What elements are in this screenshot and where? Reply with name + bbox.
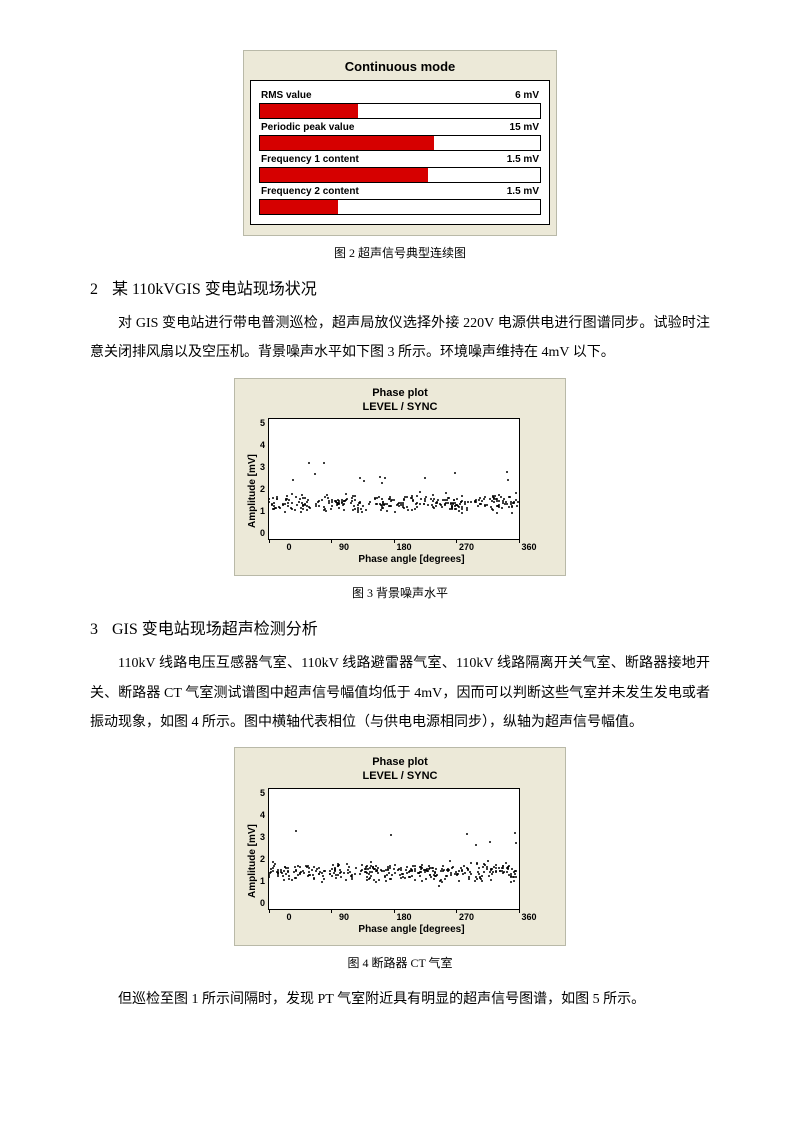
- bar-label: RMS value: [261, 90, 312, 101]
- bar-fill: [260, 136, 434, 150]
- x-tick: 270: [459, 542, 474, 552]
- section-title: 某 110kVGIS 变电站现场状况: [112, 281, 317, 298]
- bar-value: 1.5 mV: [507, 186, 539, 197]
- bar-value: 6 mV: [515, 90, 539, 101]
- x-tick: 0: [287, 912, 292, 922]
- phase-plot-panel: Phase plot LEVEL / SYNC Amplitude [mV] 5…: [234, 747, 566, 946]
- x-tick: 0: [287, 542, 292, 552]
- title-line-2: LEVEL / SYNC: [363, 401, 438, 413]
- y-ticks: 5 4 3 2 1 0: [260, 788, 268, 908]
- bar-value: 15 mV: [510, 122, 539, 133]
- phase-plot-panel: Phase plot LEVEL / SYNC Amplitude [mV] 5…: [234, 378, 566, 577]
- y-tick: 2: [260, 854, 265, 864]
- bar-track: [259, 199, 541, 215]
- section-title: GIS 变电站现场超声检测分析: [112, 621, 318, 638]
- phase-plot-title: Phase plot LEVEL / SYNC: [245, 387, 555, 415]
- section-number: 3: [90, 621, 98, 638]
- y-tick: 5: [260, 788, 265, 798]
- bar-label-line: Frequency 1 content 1.5 mV: [259, 154, 541, 167]
- panel-title: Continuous mode: [250, 59, 550, 74]
- bar-label-line: Frequency 2 content 1.5 mV: [259, 186, 541, 199]
- bar-track: [259, 103, 541, 119]
- figure-4-caption: 图 4 断路器 CT 气室: [90, 954, 710, 971]
- y-tick: 3: [260, 832, 265, 842]
- y-tick: 0: [260, 898, 265, 908]
- bar-label: Frequency 2 content: [261, 186, 359, 197]
- phase-plot-body: Amplitude [mV] 5 4 3 2 1 0 0 90 180 270 360 Phase…: [245, 418, 555, 565]
- bar-label-line: Periodic peak value 15 mV: [259, 122, 541, 135]
- x-ticks: 0 90 180 270 360: [287, 912, 537, 922]
- figure-3: Phase plot LEVEL / SYNC Amplitude [mV] 5…: [90, 378, 710, 577]
- section-number: 2: [90, 281, 98, 298]
- bar-row: Periodic peak value 15 mV: [259, 122, 541, 151]
- figure-3-caption: 图 3 背景噪声水平: [90, 584, 710, 601]
- y-tick: 0: [260, 528, 265, 538]
- x-tick: 180: [396, 912, 411, 922]
- y-tick: 5: [260, 418, 265, 428]
- x-tick: 90: [339, 542, 349, 552]
- x-tick: 360: [521, 542, 536, 552]
- y-tick: 4: [260, 440, 265, 450]
- bar-row: RMS value 6 mV: [259, 90, 541, 119]
- section-3-heading: 3 GIS 变电站现场超声检测分析: [90, 615, 710, 639]
- x-tick: 270: [459, 912, 474, 922]
- bar-row: Frequency 2 content 1.5 mV: [259, 186, 541, 215]
- y-tick: 3: [260, 462, 265, 472]
- x-tick: 180: [396, 542, 411, 552]
- x-tick: 90: [339, 912, 349, 922]
- bar-label: Frequency 1 content: [261, 154, 359, 165]
- y-tick: 1: [260, 876, 265, 886]
- y-tick: 4: [260, 810, 265, 820]
- page: Continuous mode RMS value 6 mV Periodic pe…: [0, 0, 800, 1078]
- y-axis-label: Amplitude [mV]: [245, 418, 260, 565]
- bar-label: Periodic peak value: [261, 122, 354, 133]
- bar-fill: [260, 168, 428, 182]
- bar-track: [259, 135, 541, 151]
- bar-value: 1.5 mV: [507, 154, 539, 165]
- x-axis-label: Phase angle [degrees]: [268, 554, 555, 565]
- section-2-heading: 2 某 110kVGIS 变电站现场状况: [90, 275, 710, 299]
- section-2-paragraph: 对 GIS 变电站进行带电普测巡检，超声局放仪选择外接 220V 电源供电进行图…: [90, 309, 710, 368]
- bar-fill: [260, 104, 358, 118]
- bar-fill: [260, 200, 338, 214]
- figure-4: Phase plot LEVEL / SYNC Amplitude [mV] 5…: [90, 747, 710, 946]
- bar-track: [259, 167, 541, 183]
- y-tick: 1: [260, 506, 265, 516]
- bar-plot-area: RMS value 6 mV Periodic peak value 15 mV Fre…: [250, 80, 550, 225]
- phase-plot-title: Phase plot LEVEL / SYNC: [245, 756, 555, 784]
- x-axis-label: Phase angle [degrees]: [268, 924, 555, 935]
- bar-label-line: RMS value 6 mV: [259, 90, 541, 103]
- section-3-paragraph-1: 110kV 线路电压互感器气室、110kV 线路避雷器气室、110kV 线路隔离…: [90, 649, 710, 737]
- y-ticks: 5 4 3 2 1 0: [260, 418, 268, 538]
- title-line-1: Phase plot: [372, 756, 428, 768]
- closing-paragraph: 但巡检至图 1 所示间隔时，发现 PT 气室附近具有明显的超声信号图谱，如图 5…: [90, 985, 710, 1014]
- continuous-mode-panel: Continuous mode RMS value 6 mV Periodic pe…: [243, 50, 557, 236]
- bar-row: Frequency 1 content 1.5 mV: [259, 154, 541, 183]
- figure-2-caption: 图 2 超声信号典型连续图: [90, 244, 710, 261]
- phase-plot-body: Amplitude [mV] 5 4 3 2 1 0 0 90 180 270 360 Phase…: [245, 788, 555, 935]
- title-line-1: Phase plot: [372, 387, 428, 399]
- figure-2: Continuous mode RMS value 6 mV Periodic pe…: [90, 50, 710, 236]
- y-axis-label: Amplitude [mV]: [245, 788, 260, 935]
- scatter-plot-area: [268, 418, 520, 540]
- title-line-2: LEVEL / SYNC: [363, 770, 438, 782]
- scatter-plot-area: [268, 788, 520, 910]
- y-tick: 2: [260, 484, 265, 494]
- x-ticks: 0 90 180 270 360: [287, 542, 537, 552]
- x-tick: 360: [521, 912, 536, 922]
